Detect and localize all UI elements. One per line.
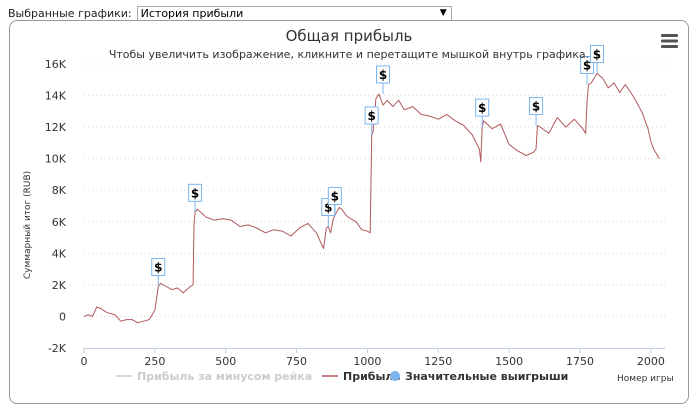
- dollar-flag-icon[interactable]: $: [327, 186, 342, 216]
- dollar-flag-icon[interactable]: $: [151, 257, 166, 287]
- flag-symbol: $: [379, 68, 387, 82]
- x-tick-label: 0: [81, 355, 88, 368]
- chart-panel: -2K 0 2K 4K 6K 8K 10K 12K 14K 16K 0 250 500 750 1000 12…: [9, 20, 689, 404]
- y-axis-title: Суммарный итог (RUB): [23, 171, 33, 279]
- y-tick-label: 14K: [45, 90, 67, 103]
- legend-item-big-wins[interactable]: Значительные выигрыши: [390, 370, 568, 383]
- legend-label-profit: Прибыль: [343, 370, 400, 383]
- chart-subtitle: Чтобы увеличить изображение, кликните и …: [109, 48, 589, 61]
- y-tick-label: 4K: [52, 247, 67, 260]
- flag-symbol: $: [331, 189, 339, 203]
- series-area[interactable]: [83, 73, 660, 324]
- y-tick-label: -2K: [48, 342, 67, 355]
- chart-selector-bar: Выбранные графики: История прибыли ▼: [8, 5, 452, 21]
- y-tick-label: 10K: [45, 153, 67, 166]
- chart-select-dropdown[interactable]: История прибыли ▼: [136, 5, 452, 21]
- chart-title: Общая прибыль: [286, 27, 413, 45]
- x-tick-label: 2000: [637, 355, 665, 368]
- x-tick-label: 1750: [566, 355, 594, 368]
- legend-item-profit[interactable]: Прибыль: [322, 370, 400, 383]
- y-tick-label: 0: [59, 310, 66, 323]
- flag-symbol: $: [583, 59, 591, 73]
- x-tick-label: 250: [144, 355, 165, 368]
- x-tick-label: 750: [286, 355, 307, 368]
- x-tick-label: 500: [215, 355, 236, 368]
- hamburger-menu-icon[interactable]: [659, 31, 680, 51]
- dollar-flag-icon[interactable]: $: [529, 97, 544, 126]
- chart-selector-label: Выбранные графики:: [8, 6, 132, 20]
- dollar-flag-icon[interactable]: $: [376, 65, 391, 94]
- chevron-down-icon[interactable]: ▼: [439, 8, 447, 18]
- dollar-flag-icon[interactable]: $: [475, 98, 490, 128]
- flag-symbol: $: [478, 101, 486, 115]
- y-tick-label: 2K: [52, 279, 67, 292]
- flag-symbol: $: [532, 100, 540, 114]
- legend-label-big-wins: Значительные выигрыши: [405, 370, 568, 383]
- y-tick-label: 6K: [52, 216, 67, 229]
- flag-symbol: $: [191, 186, 199, 200]
- dollar-flag-icon[interactable]: $: [589, 44, 604, 74]
- legend-label-net-profit: Прибыль за минусом рейка: [137, 370, 312, 383]
- flag-symbol: $: [154, 260, 162, 274]
- gridlines: [84, 63, 665, 349]
- axes: -2K 0 2K 4K 6K 8K 10K 12K 14K 16K 0 250 500 750 1000 12…: [45, 58, 665, 368]
- flag-symbol: $: [367, 109, 375, 123]
- y-tick-label: 8K: [52, 184, 67, 197]
- legend: Прибыль за минусом рейка Прибыль Значите…: [116, 370, 568, 383]
- flag-symbol: $: [324, 201, 332, 215]
- y-tick-label: 12K: [45, 121, 67, 134]
- flag-markers[interactable]: $$$$$$$ $$$: [151, 44, 604, 287]
- flag-symbol: $: [593, 47, 601, 61]
- y-tick-label: 16K: [45, 58, 67, 71]
- series-line-1[interactable]: [83, 73, 660, 324]
- x-tick-label: 1000: [353, 355, 381, 368]
- x-axis-title: Номер игры: [617, 374, 674, 384]
- x-tick-label: 1250: [424, 355, 452, 368]
- profit-chart[interactable]: -2K 0 2K 4K 6K 8K 10K 12K 14K 16K 0 250 500 750 1000 12…: [10, 21, 688, 403]
- legend-marker-big-wins: [390, 371, 400, 381]
- legend-item-net-profit[interactable]: Прибыль за минусом рейка: [116, 370, 312, 383]
- x-tick-label: 1500: [495, 355, 523, 368]
- chart-select-value: История прибыли: [140, 6, 244, 20]
- dollar-flag-icon[interactable]: $: [188, 183, 203, 213]
- dollar-flag-icon[interactable]: $: [364, 106, 379, 135]
